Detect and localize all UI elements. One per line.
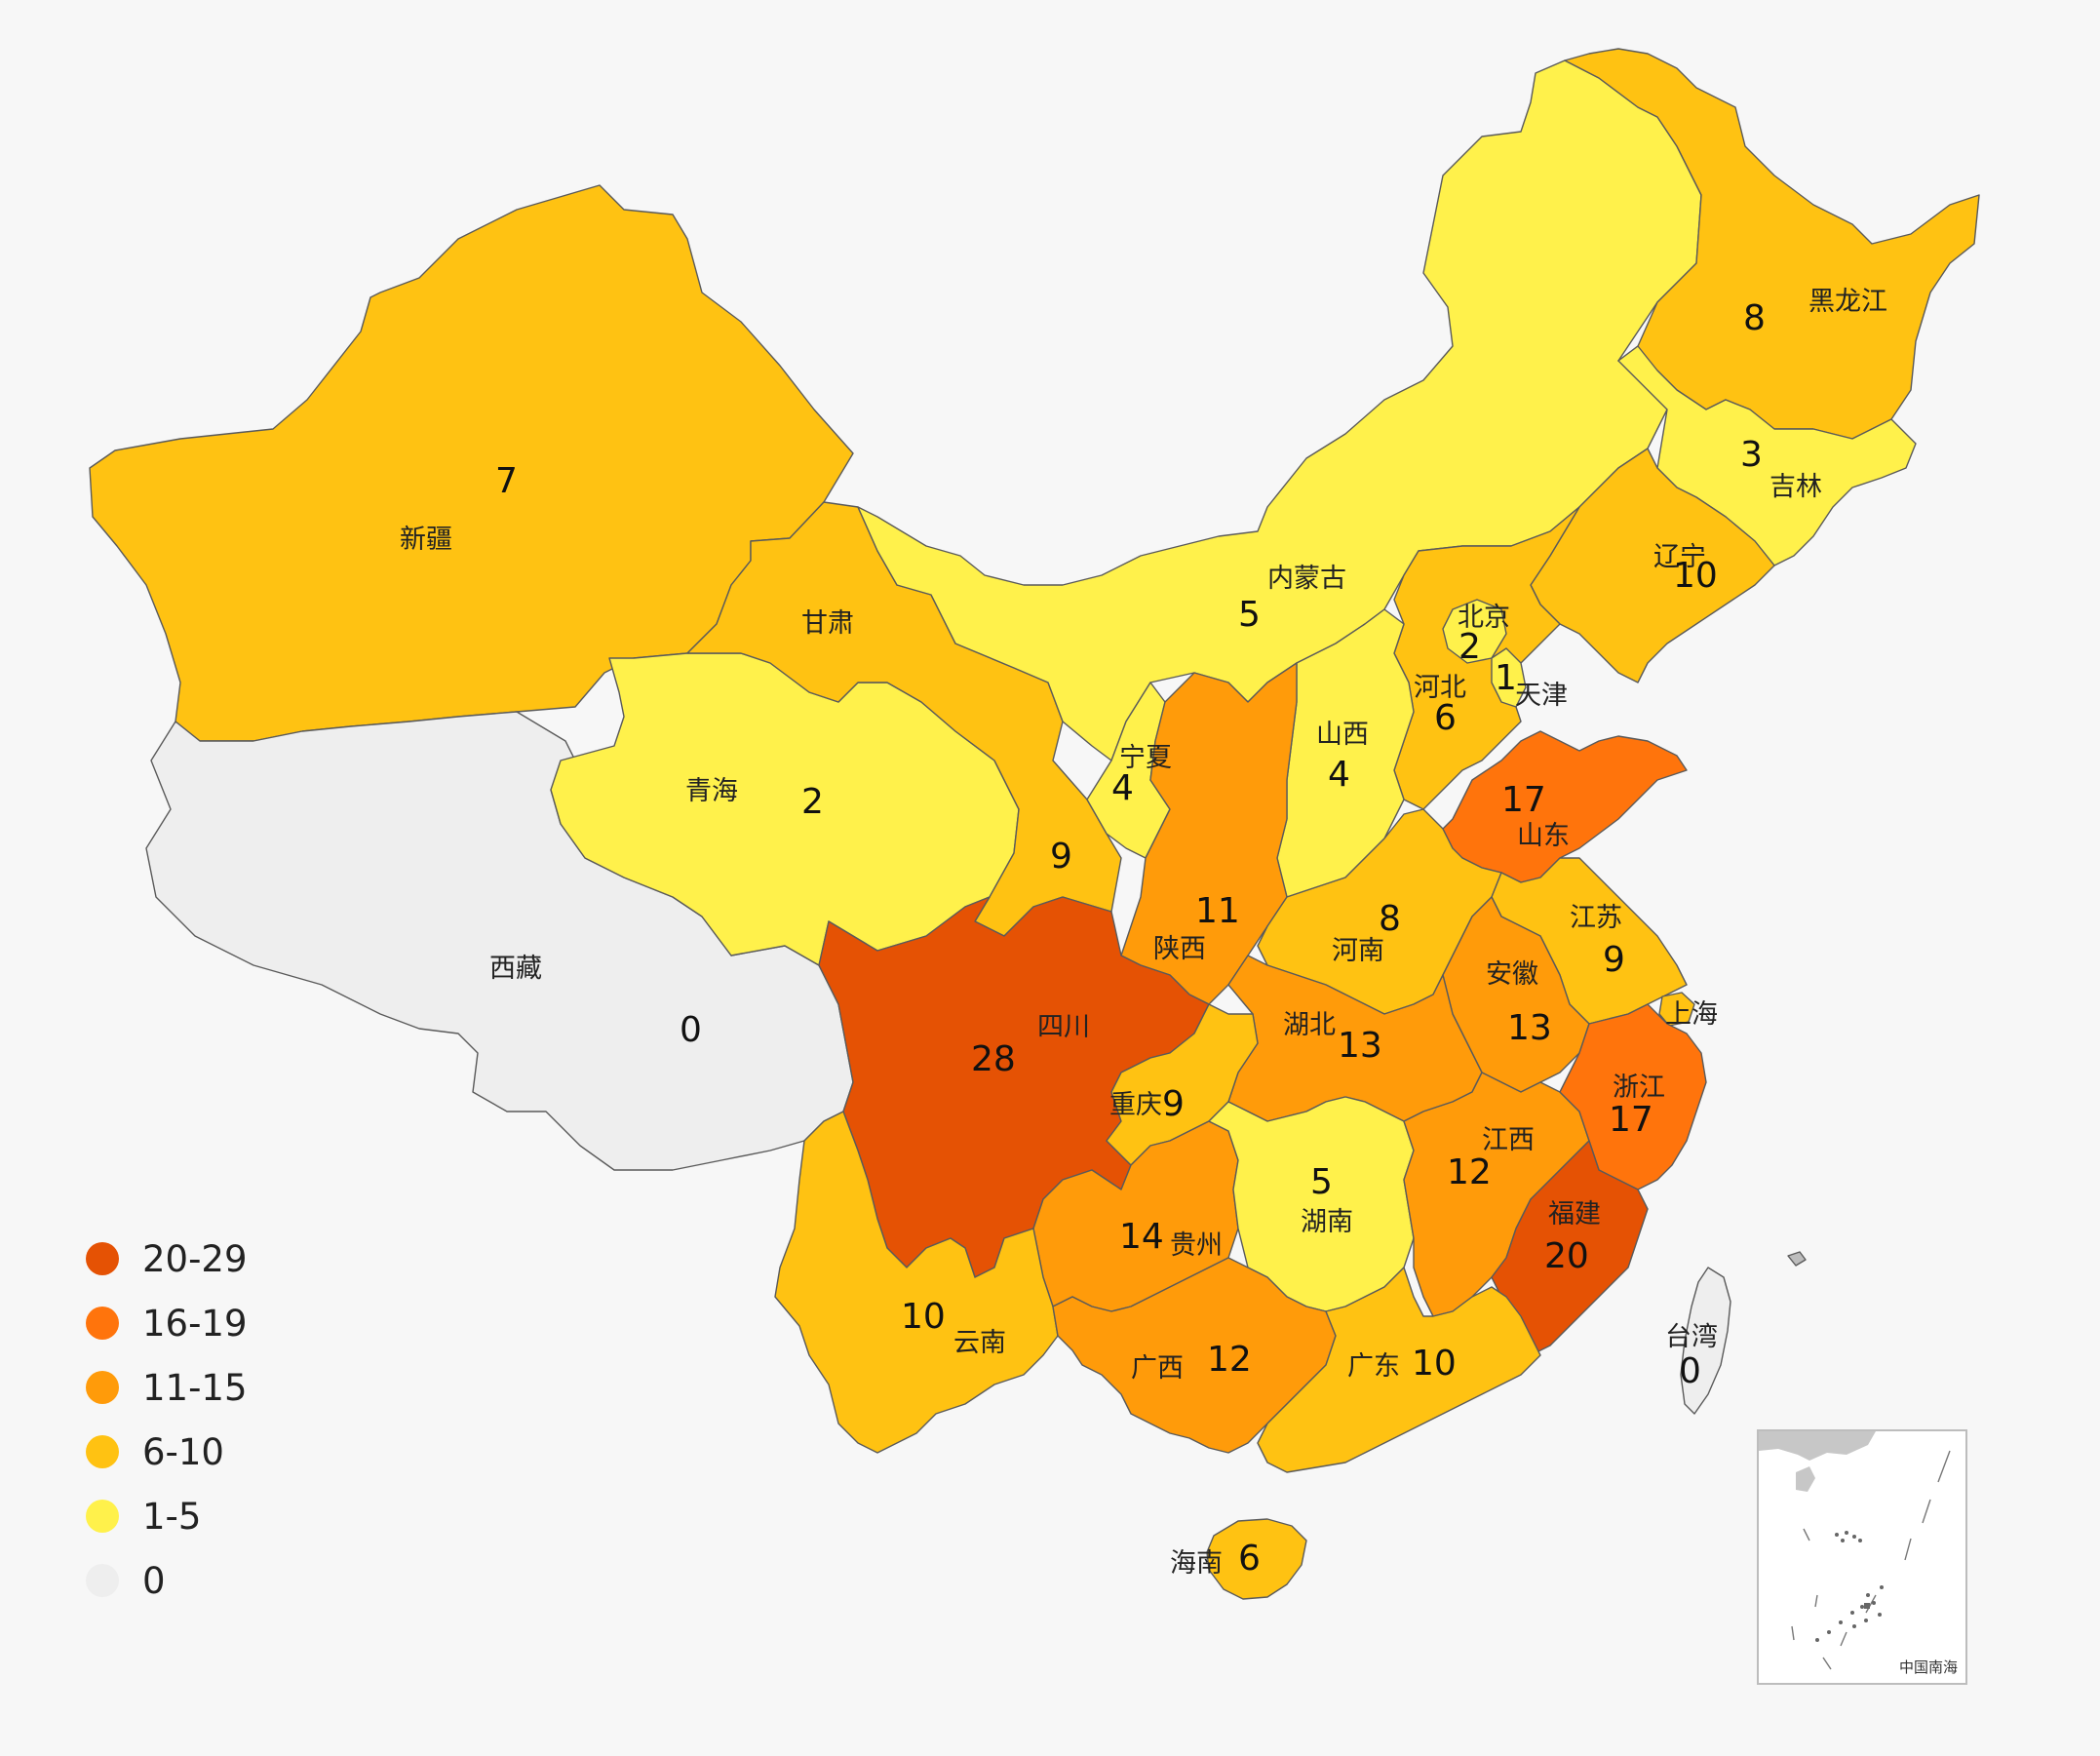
label-name-guangxi: 广西 — [1131, 1353, 1184, 1384]
label-name-hunan: 湖南 — [1301, 1207, 1353, 1237]
label-value-shaanxi: 11 — [1195, 891, 1240, 931]
legend: 20-29 16-19 11-15 6-10 1-5 0 — [86, 1227, 248, 1613]
legend-label: 16-19 — [142, 1302, 248, 1345]
label-name-shanghai: 上海 — [1665, 999, 1718, 1030]
region-tianjin[interactable] — [1491, 647, 1527, 708]
inset-hainan — [1796, 1466, 1815, 1492]
label-name-guangdong: 广东 — [1347, 1351, 1400, 1382]
label-value-anhui: 13 — [1507, 1008, 1552, 1048]
label-name-ningxia: 宁夏 — [1119, 743, 1172, 773]
label-name-sichuan: 四川 — [1037, 1012, 1090, 1042]
region-heilongjiang[interactable] — [1564, 48, 1980, 440]
label-value-taiwan: 0 — [1679, 1351, 1701, 1391]
label-name-beijing: 北京 — [1458, 603, 1510, 633]
legend-item: 16-19 — [86, 1291, 248, 1355]
label-value-zhejiang: 17 — [1609, 1100, 1653, 1140]
region-taiwan[interactable] — [1680, 1267, 1731, 1415]
region-yunnan[interactable] — [774, 1111, 1059, 1454]
label-value-henan: 8 — [1379, 899, 1401, 939]
legend-label: 1-5 — [142, 1495, 202, 1538]
label-name-yunnan: 云南 — [953, 1328, 1006, 1358]
label-name-xinjiang: 新疆 — [400, 525, 452, 555]
region-neimenggu[interactable] — [857, 59, 1702, 761]
label-name-qinghai: 青海 — [685, 776, 738, 806]
legend-item: 20-29 — [86, 1227, 248, 1291]
label-value-chongqing: 9 — [1162, 1084, 1185, 1124]
legend-label: 6-10 — [142, 1430, 224, 1473]
legend-swatch — [86, 1564, 119, 1597]
region-zhejiang[interactable] — [1559, 1003, 1707, 1190]
label-name-jiangxi: 江西 — [1482, 1125, 1535, 1155]
label-name-anhui: 安徽 — [1486, 959, 1538, 990]
label-value-guangdong: 10 — [1412, 1344, 1457, 1384]
label-name-guizhou: 贵州 — [1170, 1230, 1223, 1261]
label-value-neimenggu: 5 — [1238, 595, 1261, 635]
label-value-tianjin: 1 — [1495, 658, 1517, 698]
legend-label: 20-29 — [142, 1237, 248, 1280]
legend-item: 6-10 — [86, 1420, 248, 1484]
label-value-qinghai: 2 — [801, 782, 824, 822]
legend-swatch — [86, 1242, 119, 1275]
label-value-jilin: 3 — [1740, 435, 1763, 475]
south-china-sea-inset: 中国南海 — [1757, 1429, 1967, 1685]
legend-swatch — [86, 1371, 119, 1404]
label-name-shanxi: 山西 — [1316, 720, 1369, 750]
label-name-neimenggu: 内蒙古 — [1267, 564, 1346, 594]
label-value-guizhou: 14 — [1119, 1217, 1164, 1257]
label-value-guangxi: 12 — [1207, 1340, 1252, 1380]
label-name-hubei: 湖北 — [1283, 1010, 1336, 1040]
label-name-shaanxi: 陕西 — [1153, 934, 1206, 964]
legend-item: 0 — [86, 1548, 248, 1613]
region-guangdong[interactable] — [1257, 1267, 1541, 1473]
region-hainan[interactable] — [1206, 1518, 1307, 1600]
region-gansu[interactable] — [686, 501, 1122, 937]
legend-label: 11-15 — [142, 1366, 248, 1409]
label-name-shandong: 山东 — [1517, 821, 1570, 851]
label-value-yunnan: 10 — [901, 1297, 946, 1337]
label-value-heilongjiang: 8 — [1743, 298, 1766, 338]
label-value-xinjiang: 7 — [495, 461, 518, 501]
label-value-sichuan: 28 — [971, 1039, 1016, 1079]
legend-swatch — [86, 1500, 119, 1533]
label-value-jiangxi: 12 — [1447, 1152, 1492, 1192]
legend-swatch — [86, 1435, 119, 1468]
label-name-hainan: 海南 — [1170, 1548, 1223, 1579]
label-value-ningxia: 4 — [1111, 768, 1134, 808]
label-name-zhejiang: 浙江 — [1613, 1073, 1665, 1103]
label-value-shandong: 17 — [1501, 780, 1546, 820]
label-name-taiwan: 台湾 — [1665, 1322, 1718, 1352]
label-name-liaoning: 辽宁 — [1653, 542, 1706, 572]
label-name-gansu: 甘肃 — [801, 608, 854, 639]
label-name-heilongjiang: 黑龙江 — [1808, 287, 1887, 317]
label-name-tianjin: 天津 — [1515, 681, 1568, 711]
island-east — [1787, 1251, 1807, 1267]
label-value-hunan: 5 — [1310, 1162, 1333, 1202]
label-value-beijing: 2 — [1458, 627, 1481, 667]
label-value-liaoning: 10 — [1673, 556, 1718, 596]
inset-label: 中国南海 — [1898, 1658, 1958, 1676]
label-name-xizang: 西藏 — [489, 954, 542, 984]
label-value-hubei: 13 — [1338, 1026, 1382, 1066]
label-value-shanxi: 4 — [1328, 755, 1350, 795]
legend-item: 11-15 — [86, 1355, 248, 1420]
label-value-gansu: 9 — [1050, 837, 1072, 877]
label-name-jilin: 吉林 — [1769, 472, 1822, 502]
legend-label: 0 — [142, 1559, 166, 1602]
label-name-jiangsu: 江苏 — [1570, 903, 1622, 933]
label-name-chongqing: 重庆 — [1109, 1090, 1162, 1120]
label-value-hainan: 6 — [1238, 1539, 1261, 1579]
label-value-fujian: 20 — [1544, 1236, 1589, 1276]
label-name-hebei: 河北 — [1414, 673, 1466, 703]
legend-item: 1-5 — [86, 1484, 248, 1548]
legend-swatch — [86, 1307, 119, 1340]
label-value-hebei: 6 — [1434, 698, 1457, 738]
label-value-jiangsu: 9 — [1603, 940, 1625, 980]
inset-map — [1759, 1431, 1951, 1670]
label-name-henan: 河南 — [1332, 936, 1384, 966]
label-value-xizang: 0 — [680, 1010, 702, 1050]
label-name-fujian: 福建 — [1548, 1199, 1601, 1229]
region-shanghai[interactable] — [1658, 992, 1695, 1027]
